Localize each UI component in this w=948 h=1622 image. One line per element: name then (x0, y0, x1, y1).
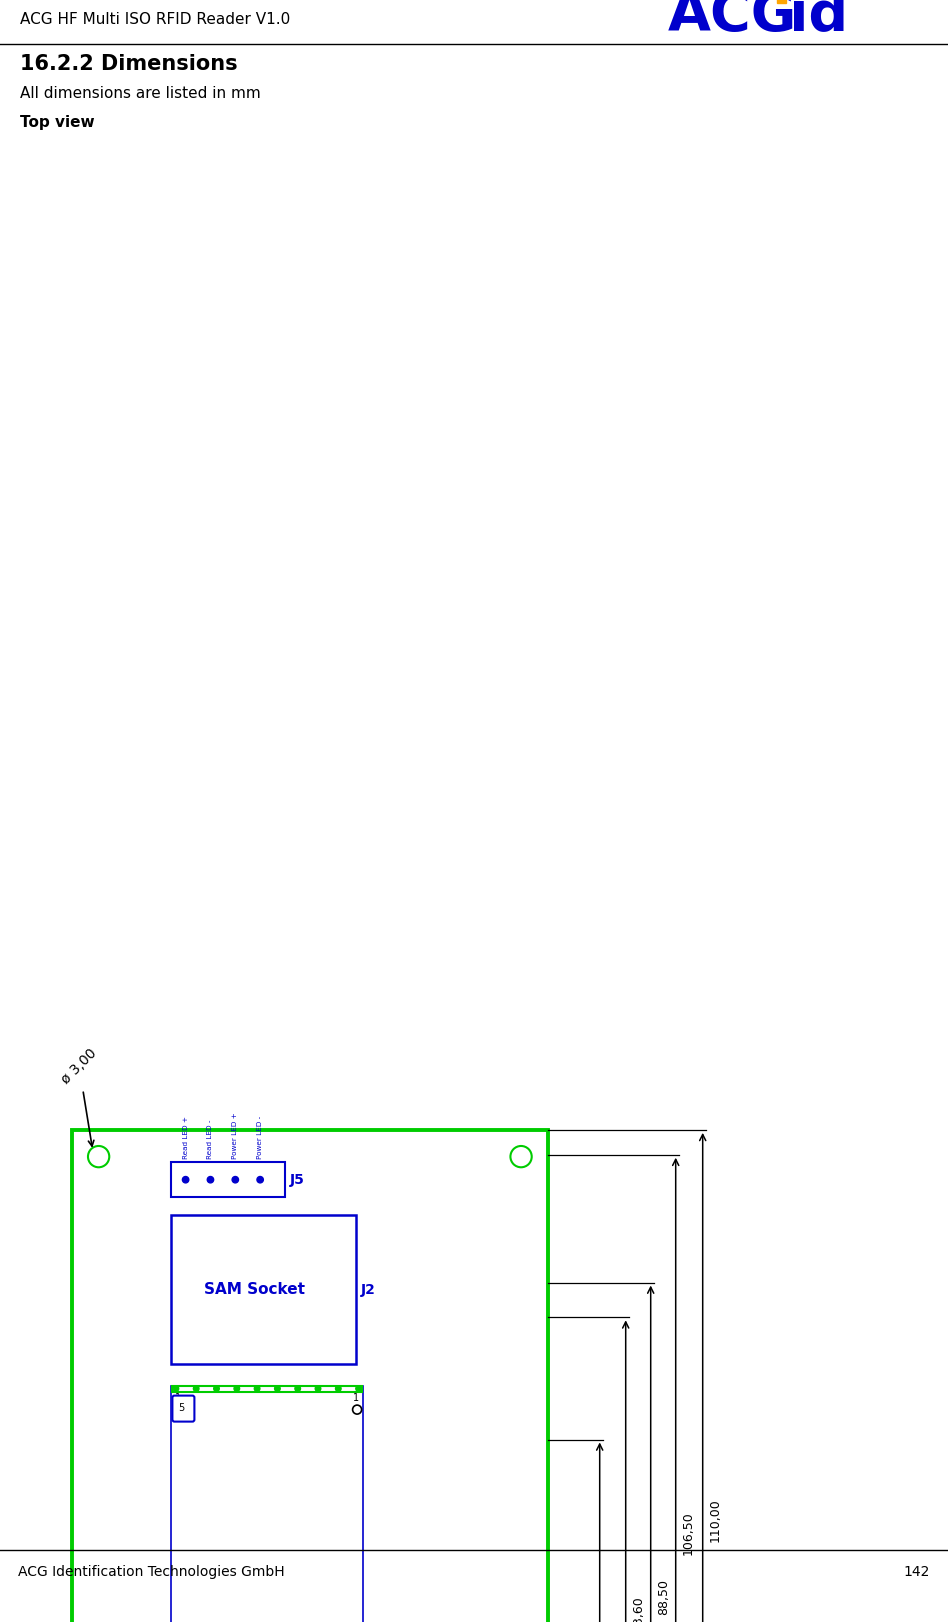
Circle shape (353, 1405, 361, 1414)
Text: 1: 1 (353, 1393, 359, 1403)
Circle shape (213, 1385, 219, 1392)
Circle shape (234, 1385, 240, 1392)
Text: ACG: ACG (668, 0, 797, 42)
Text: 106,50: 106,50 (682, 1512, 695, 1555)
Circle shape (336, 1385, 341, 1392)
Circle shape (356, 1385, 361, 1392)
Text: 5: 5 (178, 1403, 185, 1413)
Text: ø 3,00: ø 3,00 (59, 1046, 100, 1147)
Circle shape (173, 1385, 179, 1392)
Circle shape (182, 1176, 189, 1182)
Text: ACG Identification Technologies GmbH: ACG Identification Technologies GmbH (18, 1565, 284, 1578)
Text: J2: J2 (361, 1283, 375, 1296)
Circle shape (193, 1385, 199, 1392)
Text: 83,60: 83,60 (631, 1596, 645, 1622)
Text: SAM Socket: SAM Socket (204, 1283, 305, 1298)
Circle shape (510, 1147, 532, 1168)
Text: Top view: Top view (20, 115, 95, 130)
Circle shape (275, 1385, 281, 1392)
Text: ACG HF Multi ISO RFID Reader V1.0: ACG HF Multi ISO RFID Reader V1.0 (20, 11, 290, 26)
Text: 1: 1 (175, 1393, 181, 1403)
Circle shape (208, 1176, 213, 1182)
Circle shape (257, 1176, 264, 1182)
Circle shape (88, 1147, 109, 1168)
Text: Power LED +: Power LED + (232, 1113, 238, 1160)
Bar (72, 1131, 548, 1622)
Text: Read LED -: Read LED - (208, 1119, 213, 1160)
Bar (172, 1385, 363, 1622)
Circle shape (254, 1385, 260, 1392)
Text: J5: J5 (290, 1173, 305, 1187)
Text: 16.2.2 Dimensions: 16.2.2 Dimensions (20, 54, 238, 75)
FancyBboxPatch shape (173, 1395, 194, 1421)
Bar (172, 1215, 356, 1364)
Text: 142: 142 (903, 1565, 930, 1578)
Bar (777, 0, 786, 3)
Text: Power LED -: Power LED - (257, 1116, 264, 1160)
Text: 110,00: 110,00 (709, 1499, 721, 1543)
Text: Read LED +: Read LED + (183, 1116, 189, 1160)
Text: id: id (770, 0, 848, 42)
Circle shape (232, 1176, 239, 1182)
Circle shape (295, 1385, 301, 1392)
Bar (172, 1161, 285, 1197)
Bar (173, 1385, 362, 1392)
Text: All dimensions are listed in mm: All dimensions are listed in mm (20, 86, 261, 102)
Text: 88,50: 88,50 (657, 1578, 669, 1616)
Circle shape (315, 1385, 320, 1392)
